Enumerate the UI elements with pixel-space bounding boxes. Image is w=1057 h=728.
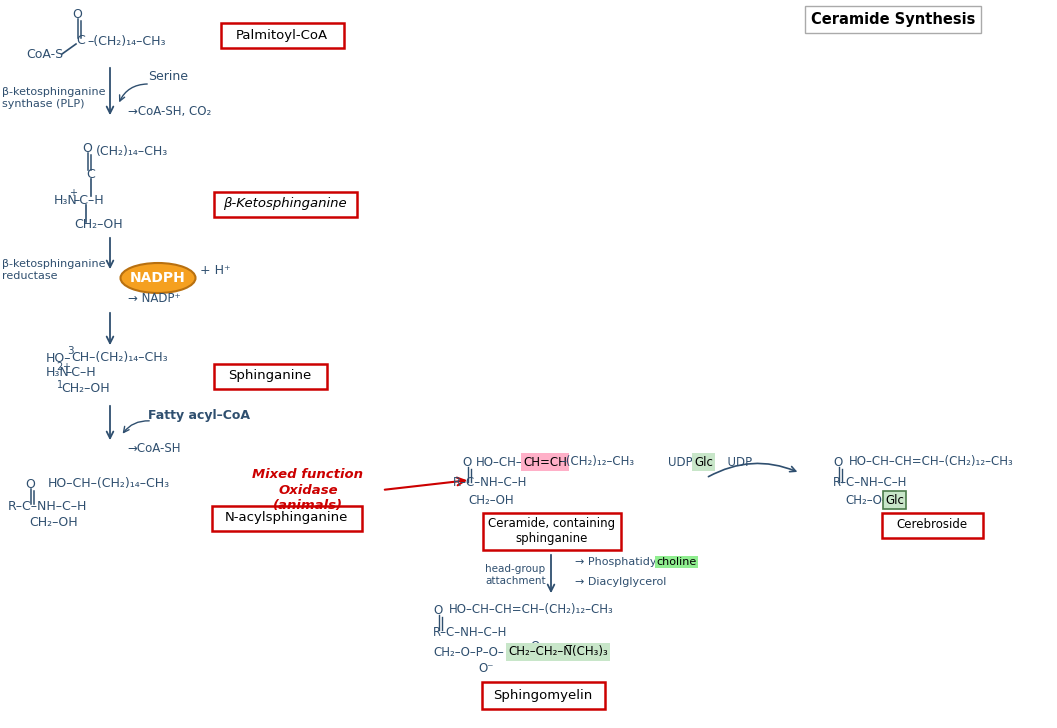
Text: 2: 2: [56, 362, 62, 372]
FancyBboxPatch shape: [221, 23, 344, 47]
FancyBboxPatch shape: [482, 513, 620, 550]
Text: 1: 1: [57, 380, 63, 390]
Text: HO–CH–CH=CH–(CH₂)₁₂–CH₃: HO–CH–CH=CH–(CH₂)₁₂–CH₃: [449, 604, 614, 617]
Text: –C–H: –C–H: [73, 194, 104, 207]
Text: synthase (PLP): synthase (PLP): [2, 99, 85, 109]
Text: →CoA-SH: →CoA-SH: [127, 441, 181, 454]
Text: +: +: [69, 188, 77, 198]
Text: → Phosphatidyl: → Phosphatidyl: [575, 557, 660, 567]
Text: O: O: [82, 141, 92, 154]
Text: R–C–NH–C–H: R–C–NH–C–H: [433, 625, 507, 638]
Text: CH=CH: CH=CH: [523, 456, 567, 469]
Text: H₃N: H₃N: [54, 194, 78, 207]
Text: Glc: Glc: [694, 456, 712, 469]
FancyBboxPatch shape: [214, 191, 356, 216]
Text: R–C–NH–C–H: R–C–NH–C–H: [8, 501, 88, 513]
Text: H₃N: H₃N: [47, 366, 70, 379]
Text: Serine: Serine: [148, 69, 188, 82]
Text: Glc: Glc: [885, 494, 904, 507]
Text: (CH₂)₁₄–CH₃: (CH₂)₁₄–CH₃: [96, 146, 168, 159]
Text: R–C–NH–C–H: R–C–NH–C–H: [833, 477, 907, 489]
Text: CH–(CH₂)₁₄–CH₃: CH–(CH₂)₁₄–CH₃: [71, 352, 168, 365]
Text: Sphinganine: Sphinganine: [228, 370, 312, 382]
Text: –(CH₂)₁₄–CH₃: –(CH₂)₁₄–CH₃: [87, 34, 166, 47]
Text: O⁻: O⁻: [478, 662, 494, 675]
Text: Cerebroside: Cerebroside: [896, 518, 967, 531]
Text: C: C: [86, 167, 95, 181]
Text: R–C–NH–C–H: R–C–NH–C–H: [453, 477, 527, 489]
Text: 3: 3: [67, 346, 74, 356]
Text: C: C: [76, 34, 85, 47]
Text: HO–CH–CH=CH–(CH₂)₁₂–CH₃: HO–CH–CH=CH–(CH₂)₁₂–CH₃: [849, 456, 1014, 469]
Text: choline: choline: [656, 557, 697, 567]
Text: CH₂–O–P–O–: CH₂–O–P–O–: [433, 646, 504, 659]
Text: β-ketosphinganine: β-ketosphinganine: [2, 259, 106, 269]
Text: Sphingomyelin: Sphingomyelin: [494, 689, 593, 702]
Text: → Diacylglycerol: → Diacylglycerol: [575, 577, 666, 587]
Text: HO–CH–: HO–CH–: [476, 456, 523, 469]
Text: reductase: reductase: [2, 271, 57, 281]
Text: CH₂–OH: CH₂–OH: [61, 382, 110, 395]
Text: UDP: UDP: [720, 456, 753, 469]
Text: O: O: [833, 456, 842, 469]
Text: CH₂–O–: CH₂–O–: [845, 494, 888, 507]
FancyBboxPatch shape: [482, 681, 605, 708]
Text: N-acylsphinganine: N-acylsphinganine: [225, 512, 348, 524]
Text: –(CH₂)₁₂–CH₃: –(CH₂)₁₂–CH₃: [560, 456, 634, 469]
Text: Ceramide, containing
sphinganine: Ceramide, containing sphinganine: [488, 517, 615, 545]
Text: O: O: [25, 478, 35, 491]
Text: β-Ketosphinganine: β-Ketosphinganine: [223, 197, 347, 210]
Ellipse shape: [120, 263, 196, 293]
Text: Mixed function
Oxidase
(animals): Mixed function Oxidase (animals): [253, 469, 364, 512]
Text: CH₂–OH: CH₂–OH: [74, 218, 123, 232]
Text: → NADP⁺: → NADP⁺: [128, 291, 181, 304]
Text: CoA-S: CoA-S: [26, 47, 63, 60]
Text: O: O: [530, 639, 539, 652]
Text: HO–: HO–: [47, 352, 72, 365]
Text: →CoA-SH, CO₂: →CoA-SH, CO₂: [128, 106, 211, 119]
Text: Palmitoyl-CoA: Palmitoyl-CoA: [236, 28, 328, 41]
Text: Fatty acyl–CoA: Fatty acyl–CoA: [148, 408, 251, 422]
Text: O: O: [462, 456, 471, 469]
Text: + H⁺: + H⁺: [200, 264, 230, 277]
Text: β-ketosphinganine: β-ketosphinganine: [2, 87, 106, 97]
Text: +: +: [62, 362, 70, 372]
Text: CH₂–OH: CH₂–OH: [468, 494, 514, 507]
Text: O: O: [72, 7, 81, 20]
FancyBboxPatch shape: [214, 363, 327, 389]
Text: Ceramide Synthesis: Ceramide Synthesis: [811, 12, 976, 27]
FancyBboxPatch shape: [211, 505, 361, 531]
FancyBboxPatch shape: [882, 513, 983, 537]
Text: attachment: attachment: [485, 576, 545, 586]
Text: NADPH: NADPH: [130, 271, 186, 285]
Text: HO–CH–(CH₂)₁₄–CH₃: HO–CH–(CH₂)₁₄–CH₃: [48, 478, 170, 491]
Text: CH₂–CH₂–N̅(CH₃)₃: CH₂–CH₂–N̅(CH₃)₃: [508, 646, 608, 659]
Text: O: O: [433, 604, 442, 617]
Text: head-group: head-group: [485, 564, 545, 574]
Text: –C–H: –C–H: [64, 366, 95, 379]
Text: UDP-: UDP-: [668, 456, 697, 469]
Text: CH₂–OH: CH₂–OH: [29, 515, 77, 529]
